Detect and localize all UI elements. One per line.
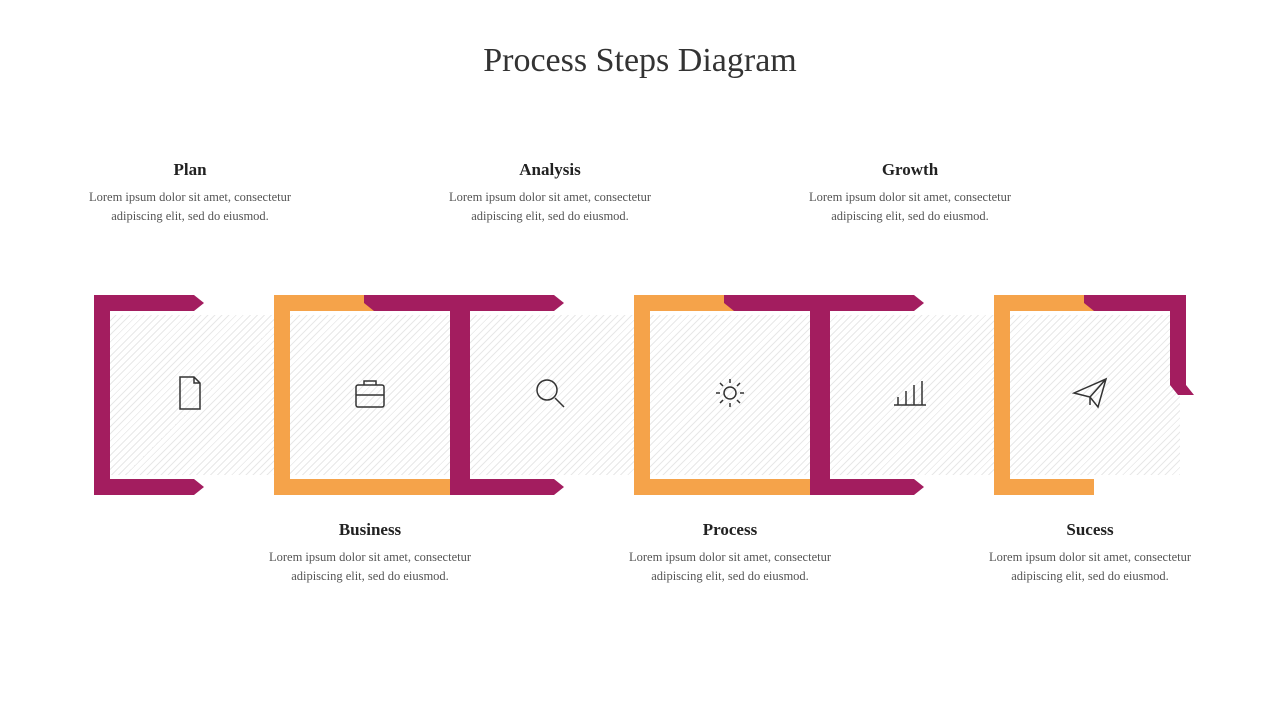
step-text-5: Growth Lorem ipsum dolor sit amet, conse… bbox=[800, 160, 1020, 226]
diagram-title: Process Steps Diagram bbox=[0, 0, 1280, 80]
step-cell-4 bbox=[640, 315, 820, 475]
paperplane-icon bbox=[1068, 371, 1112, 420]
step-desc: Lorem ipsum dolor sit amet, consectetur … bbox=[800, 188, 1020, 226]
magnifier-icon bbox=[528, 371, 572, 420]
step-desc: Lorem ipsum dolor sit amet, consectetur … bbox=[260, 548, 480, 586]
briefcase-icon bbox=[348, 371, 392, 420]
step-text-2: Business Lorem ipsum dolor sit amet, con… bbox=[260, 520, 480, 586]
step-desc: Lorem ipsum dolor sit amet, consectetur … bbox=[80, 188, 300, 226]
document-icon bbox=[168, 371, 212, 420]
step-cell-1 bbox=[100, 315, 280, 475]
step-cell-6 bbox=[1000, 315, 1180, 475]
step-title: Analysis bbox=[440, 160, 660, 180]
process-diagram bbox=[100, 295, 1180, 495]
step-text-6: Sucess Lorem ipsum dolor sit amet, conse… bbox=[980, 520, 1200, 586]
step-title: Process bbox=[620, 520, 840, 540]
step-title: Sucess bbox=[980, 520, 1200, 540]
step-cell-3 bbox=[460, 315, 640, 475]
gear-icon bbox=[708, 371, 752, 420]
barchart-icon bbox=[888, 371, 932, 420]
step-desc: Lorem ipsum dolor sit amet, consectetur … bbox=[620, 548, 840, 586]
step-desc: Lorem ipsum dolor sit amet, consectetur … bbox=[980, 548, 1200, 586]
step-text-4: Process Lorem ipsum dolor sit amet, cons… bbox=[620, 520, 840, 586]
step-text-1: Plan Lorem ipsum dolor sit amet, consect… bbox=[80, 160, 300, 226]
step-title: Plan bbox=[80, 160, 300, 180]
step-title: Business bbox=[260, 520, 480, 540]
step-desc: Lorem ipsum dolor sit amet, consectetur … bbox=[440, 188, 660, 226]
step-cell-5 bbox=[820, 315, 1000, 475]
step-text-3: Analysis Lorem ipsum dolor sit amet, con… bbox=[440, 160, 660, 226]
step-cell-2 bbox=[280, 315, 460, 475]
step-title: Growth bbox=[800, 160, 1020, 180]
